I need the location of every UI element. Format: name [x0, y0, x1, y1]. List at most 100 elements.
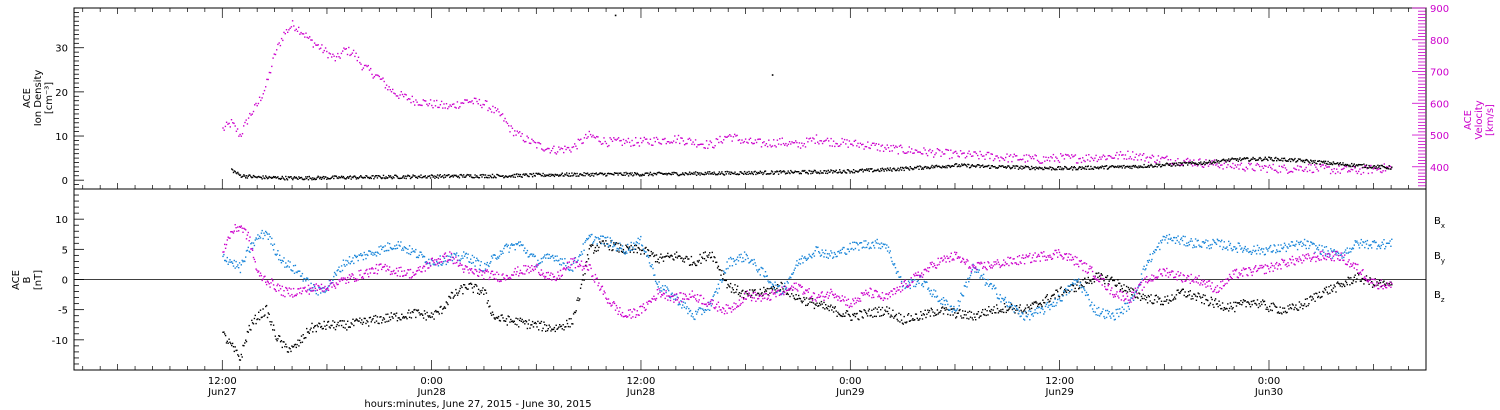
data-point — [1087, 165, 1089, 167]
data-point — [1248, 303, 1251, 306]
data-point — [676, 138, 678, 140]
data-point — [645, 172, 647, 174]
data-point — [1357, 272, 1359, 274]
data-point — [375, 255, 378, 257]
data-point — [750, 173, 752, 175]
data-point — [1127, 286, 1130, 289]
data-point — [451, 174, 454, 177]
data-point — [456, 252, 458, 254]
data-point — [256, 318, 258, 321]
data-point — [1292, 160, 1294, 162]
data-point — [852, 313, 854, 316]
data-point — [775, 171, 777, 173]
data-point — [1261, 247, 1263, 250]
data-point — [704, 171, 706, 174]
data-point — [291, 269, 293, 272]
data-point — [1338, 163, 1341, 165]
data-point — [1172, 239, 1174, 242]
data-point — [1351, 165, 1354, 168]
data-point — [1332, 161, 1335, 163]
top-left-ylabel: ACEIon Density[cm⁻³] — [22, 70, 55, 127]
data-point — [412, 174, 414, 176]
data-point — [251, 247, 254, 250]
data-point — [1229, 159, 1232, 161]
data-point — [1104, 165, 1106, 168]
data-point — [673, 259, 675, 261]
data-point — [674, 172, 676, 174]
data-point — [495, 257, 497, 259]
data-point — [634, 248, 637, 250]
data-point — [1125, 310, 1128, 312]
data-point — [1083, 288, 1085, 290]
data-point — [1072, 156, 1074, 158]
data-point — [610, 173, 612, 175]
data-point — [613, 242, 615, 244]
data-point — [1347, 171, 1349, 173]
data-point — [817, 246, 819, 248]
data-point — [1296, 160, 1298, 163]
data-point — [853, 140, 855, 142]
data-point — [1261, 165, 1263, 168]
data-point — [1092, 310, 1095, 313]
data-point — [299, 177, 302, 179]
data-point — [829, 306, 831, 308]
data-point — [1280, 159, 1282, 162]
data-point — [850, 143, 852, 145]
data-point — [915, 283, 918, 285]
data-point — [1263, 158, 1266, 160]
data-point — [980, 153, 982, 156]
data-point — [576, 148, 578, 150]
data-point — [634, 248, 636, 250]
data-point — [1344, 164, 1346, 167]
data-point — [1281, 313, 1283, 315]
data-point — [594, 236, 597, 238]
data-point — [523, 249, 525, 252]
data-point — [1042, 299, 1044, 301]
data-point — [966, 155, 968, 158]
data-point — [1116, 166, 1118, 168]
data-point — [520, 244, 522, 246]
data-point — [1129, 156, 1131, 158]
data-point — [456, 101, 459, 103]
data-point — [1357, 165, 1359, 167]
data-point — [577, 297, 579, 299]
data-point — [1279, 250, 1281, 253]
data-point — [266, 233, 269, 235]
data-point — [493, 254, 495, 256]
data-point — [1229, 302, 1232, 304]
data-point — [834, 306, 836, 308]
data-point — [1071, 289, 1073, 291]
data-point — [526, 135, 528, 137]
data-point — [1174, 242, 1177, 244]
data-point — [654, 254, 656, 257]
data-point — [286, 178, 288, 180]
data-point — [1155, 162, 1157, 164]
data-point — [1276, 250, 1279, 253]
data-point — [388, 320, 390, 322]
data-point — [714, 172, 716, 175]
data-point — [1271, 251, 1273, 253]
data-point — [864, 246, 866, 249]
data-point — [953, 308, 955, 310]
data-point — [874, 240, 877, 242]
data-point — [817, 171, 819, 173]
data-point — [368, 69, 371, 71]
data-point — [524, 174, 526, 176]
data-point — [847, 169, 850, 171]
data-point — [951, 165, 953, 167]
data-point — [1016, 165, 1019, 167]
data-point — [1086, 294, 1089, 296]
data-point — [755, 294, 757, 296]
data-point — [1345, 166, 1348, 168]
data-point — [1060, 300, 1062, 302]
data-point — [249, 328, 251, 331]
data-point — [271, 237, 273, 240]
data-point — [991, 165, 993, 167]
data-point — [618, 249, 620, 251]
data-point — [637, 141, 639, 144]
data-point — [382, 246, 385, 248]
data-point — [513, 244, 515, 246]
data-point — [1349, 164, 1351, 166]
data-point — [888, 252, 891, 254]
data-point — [233, 259, 235, 262]
